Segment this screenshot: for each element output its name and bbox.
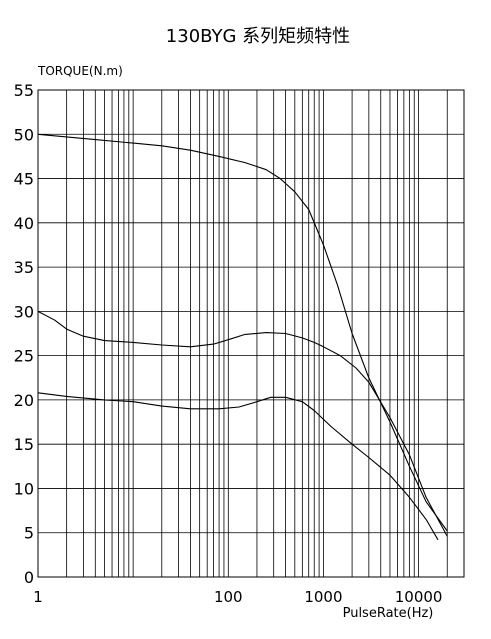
y-tick-label: 15 — [14, 435, 34, 454]
x-tick-label: 1000 — [304, 588, 342, 606]
y-tick-label: 50 — [14, 125, 34, 144]
y-tick-label: 45 — [14, 170, 34, 189]
y-tick-label: 25 — [14, 347, 34, 366]
y-tick-label: 5 — [24, 524, 34, 543]
tick-labels: 0 5 10 15 20 25 30 35 40 45 50 55 1 100 1000 10000 — [14, 81, 443, 606]
x-tick-label: 100 — [214, 588, 243, 606]
series-line-1 — [37, 133, 448, 532]
y-tick-label: 10 — [14, 479, 34, 498]
y-tick-label: 0 — [24, 568, 34, 587]
series-line-3 — [37, 392, 439, 541]
y-tick-label: 40 — [14, 214, 34, 233]
y-tick-label: 20 — [14, 391, 34, 410]
series-lines — [37, 133, 448, 541]
y-tick-label: 30 — [14, 302, 34, 321]
series-line-2 — [37, 310, 448, 537]
x-axis-label: PulseRate(Hz) — [343, 606, 434, 621]
plot-frame — [37, 89, 465, 578]
x-tick-label: 10000 — [395, 588, 443, 606]
x-tick-label: 1 — [33, 588, 43, 606]
y-tick-label: 35 — [14, 258, 34, 277]
y-tick-label: 55 — [14, 81, 34, 100]
chart-title: 130BYG 系列矩频特性 — [166, 26, 350, 47]
y-axis-label: TORQUE(N.m) — [37, 64, 123, 78]
